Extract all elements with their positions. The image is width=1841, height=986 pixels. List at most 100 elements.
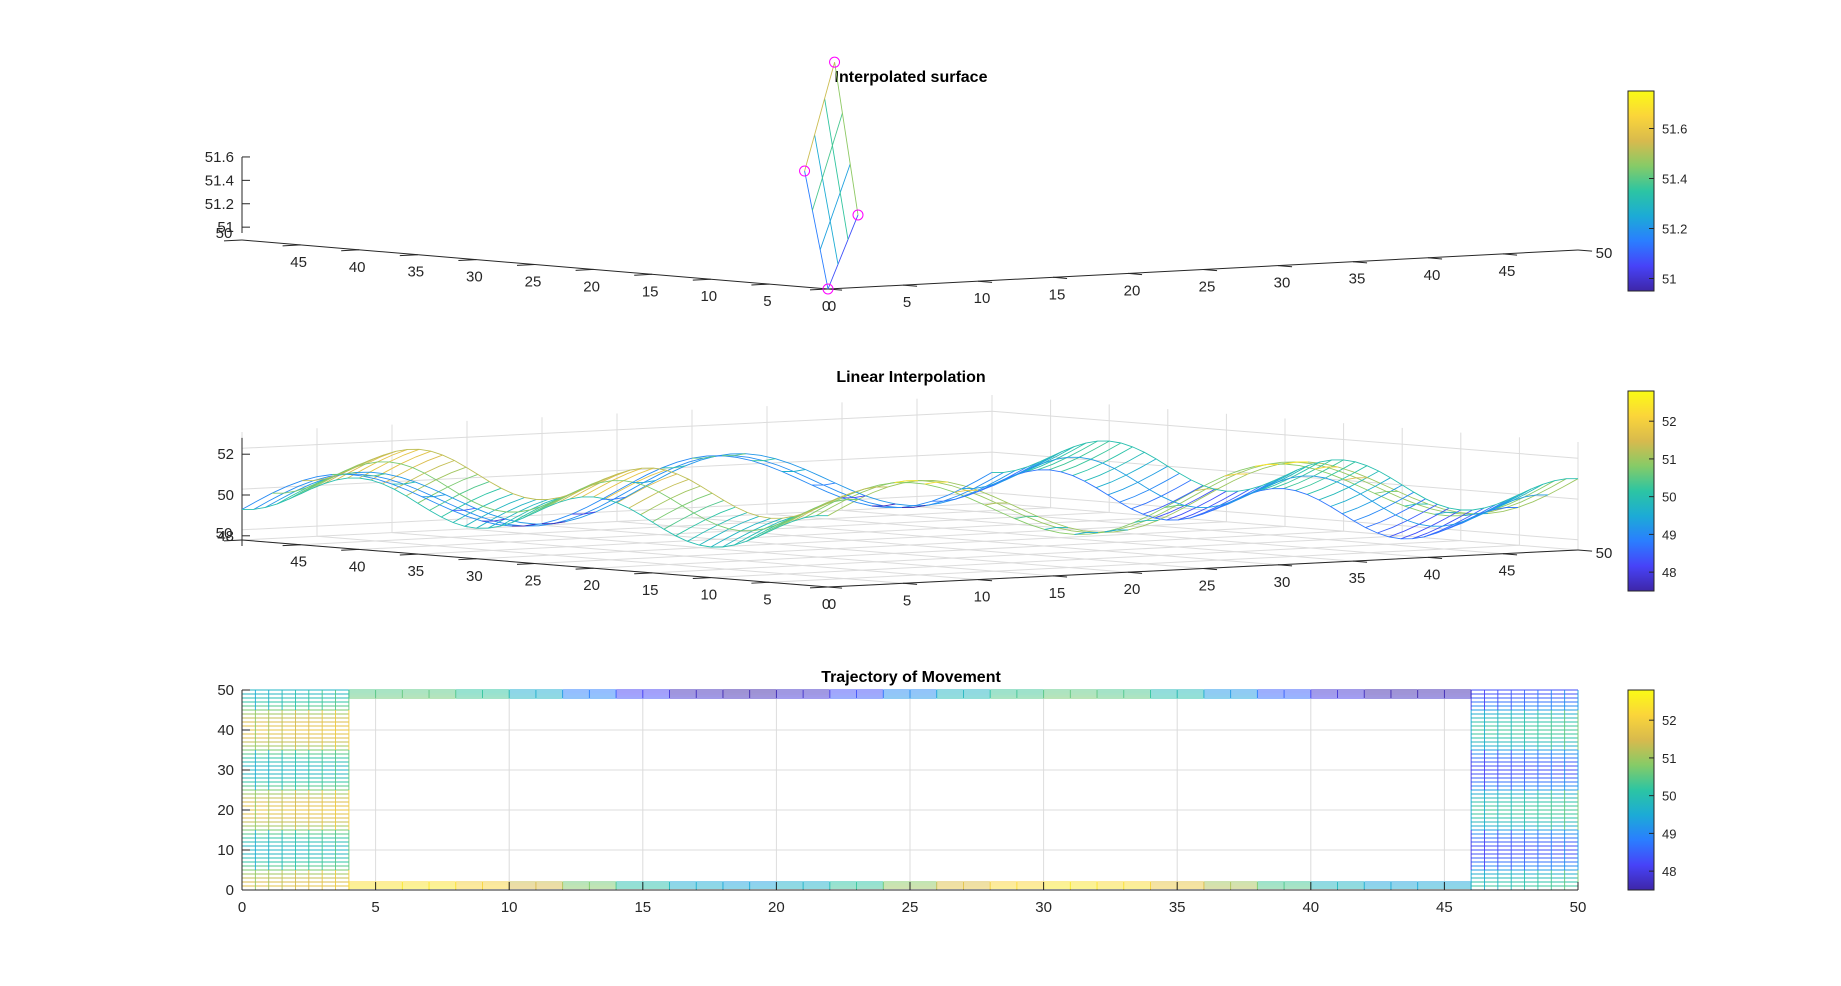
grid-line <box>916 506 1504 555</box>
x-tick-mark <box>1502 253 1518 256</box>
x-tick-label: 20 <box>768 899 785 916</box>
y-tick-mark <box>341 548 360 551</box>
grid-line <box>691 517 1279 566</box>
x-tick-mark <box>1202 568 1218 571</box>
x-tick-label: 50 <box>1596 545 1613 562</box>
mesh-line <box>804 170 829 290</box>
z-tick-label: 51.4 <box>205 172 234 189</box>
y-tick-mark <box>458 558 477 561</box>
axes-3d: 0 5 10 15 20 25 30 35 40 45 50 0 5 10 15 20 25 30 35 40 45 50… <box>205 149 1613 315</box>
y-tick-label: 40 <box>349 259 366 276</box>
x-tick-mark <box>1427 556 1443 560</box>
y-tick-label: 25 <box>525 274 542 291</box>
x-tick-label: 35 <box>1349 570 1366 587</box>
x-tick-label: 30 <box>1035 899 1052 916</box>
mesh-line <box>814 134 839 265</box>
colorbar-bar <box>1627 90 1655 292</box>
mesh-line <box>962 456 1548 527</box>
panel-linear-interpolation: Linear Interpolation 0 5 10 15 20 25 30 35 40 455… <box>216 369 1677 613</box>
colorbar-bar <box>1627 689 1655 891</box>
grid-line <box>241 492 1579 541</box>
mesh-line <box>819 163 851 250</box>
mesh-line <box>265 453 1016 525</box>
mesh-line <box>1074 531 1098 535</box>
x-tick-mark <box>1427 257 1443 260</box>
colorbar-tick-label: 49 <box>1662 826 1676 841</box>
y-tick-label: 10 <box>700 587 717 604</box>
y-tick-label: 10 <box>700 288 717 305</box>
colorbar-tick-label: 52 <box>1662 414 1676 429</box>
y-tick-label: 0 <box>822 596 830 613</box>
mesh-line <box>992 440 1578 511</box>
x-tick-label: 25 <box>1199 279 1216 296</box>
surface-mesh <box>804 62 859 290</box>
grid-line <box>241 502 993 541</box>
y-tick-mark <box>692 577 711 579</box>
colorbar: 51 51.2 51.4 51.6 <box>1627 90 1687 292</box>
chart-title: Trajectory of Movement <box>821 669 1001 686</box>
x-tick-label: 10 <box>974 290 991 307</box>
x-tick-label: 15 <box>1049 585 1066 602</box>
x-tick-mark <box>1052 276 1068 279</box>
x-tick-label: 5 <box>371 899 379 916</box>
mesh-line <box>601 496 626 500</box>
colorbar-tick-label: 51 <box>1662 452 1676 467</box>
y-tick-label: 10 <box>217 842 234 859</box>
mesh-line <box>841 495 866 499</box>
mesh-line <box>1104 529 1129 533</box>
y-tick-mark <box>341 249 360 252</box>
y-tick-label: 30 <box>466 568 483 585</box>
y-tick-mark <box>223 239 243 242</box>
mesh-line <box>722 453 746 457</box>
x-tick-mark <box>902 284 918 287</box>
x-tick-mark <box>1352 560 1368 563</box>
y-tick-label: 15 <box>642 283 659 300</box>
x-tick-label: 10 <box>501 899 518 916</box>
y-tick-label: 20 <box>583 577 600 594</box>
mesh-line <box>253 455 1004 527</box>
y-tick-label: 25 <box>525 573 542 590</box>
x-tick-mark <box>1127 571 1143 574</box>
y-tick-mark <box>282 244 301 247</box>
colorbar: 48 49 50 51 52 <box>1627 689 1676 891</box>
x-tick-label: 50 <box>1596 245 1613 262</box>
mesh-line <box>1134 519 1159 523</box>
z-tick-label: 51.6 <box>205 149 234 166</box>
y-tick-label: 50 <box>217 682 234 699</box>
mesh-line <box>811 112 843 211</box>
x-tick-mark <box>1277 564 1293 567</box>
mesh-line <box>422 494 446 498</box>
y-tick-label: 30 <box>466 269 483 286</box>
x-tick-label: 25 <box>1199 578 1216 595</box>
mesh-line <box>827 461 1579 533</box>
mesh-line <box>1154 488 1215 519</box>
colorbar-tick-label: 48 <box>1662 565 1676 580</box>
x-tick-label: 50 <box>1570 899 1587 916</box>
grid-line <box>241 451 1579 500</box>
mesh-line <box>370 450 432 481</box>
x-tick-label: 5 <box>903 592 911 609</box>
x-tick-mark <box>827 288 843 291</box>
mesh-line <box>1224 473 1249 477</box>
y-tick-label: 40 <box>217 722 234 739</box>
y-tick-mark <box>751 581 770 584</box>
panel-trajectory-of-movement: Trajectory of Movement 0 5 10 15 20 25 30 35 40 4… <box>217 669 1676 916</box>
mesh-line <box>331 472 356 475</box>
colorbar-tick-label: 50 <box>1662 490 1676 505</box>
mesh-line <box>512 523 536 527</box>
panel-interpolated-surface: Interpolated surface 0 5 10 15 20 25 30 35 40 455… <box>205 56 1687 315</box>
x-tick-mark <box>1577 549 1593 552</box>
x-tick-label: 10 <box>974 589 991 606</box>
sample-point-marker <box>822 283 834 295</box>
x-tick-mark <box>1052 575 1068 578</box>
colorbar: 48 49 50 51 52 <box>1627 390 1676 592</box>
y-tick-mark <box>575 567 594 570</box>
x-tick-label: 20 <box>1124 581 1141 598</box>
y-tick-label: 20 <box>217 802 234 819</box>
mesh-line <box>894 480 919 484</box>
surface-mesh <box>241 440 1579 548</box>
y-tick-mark <box>634 572 653 575</box>
mesh-line <box>834 62 859 215</box>
y-tick-label: 5 <box>763 293 771 310</box>
